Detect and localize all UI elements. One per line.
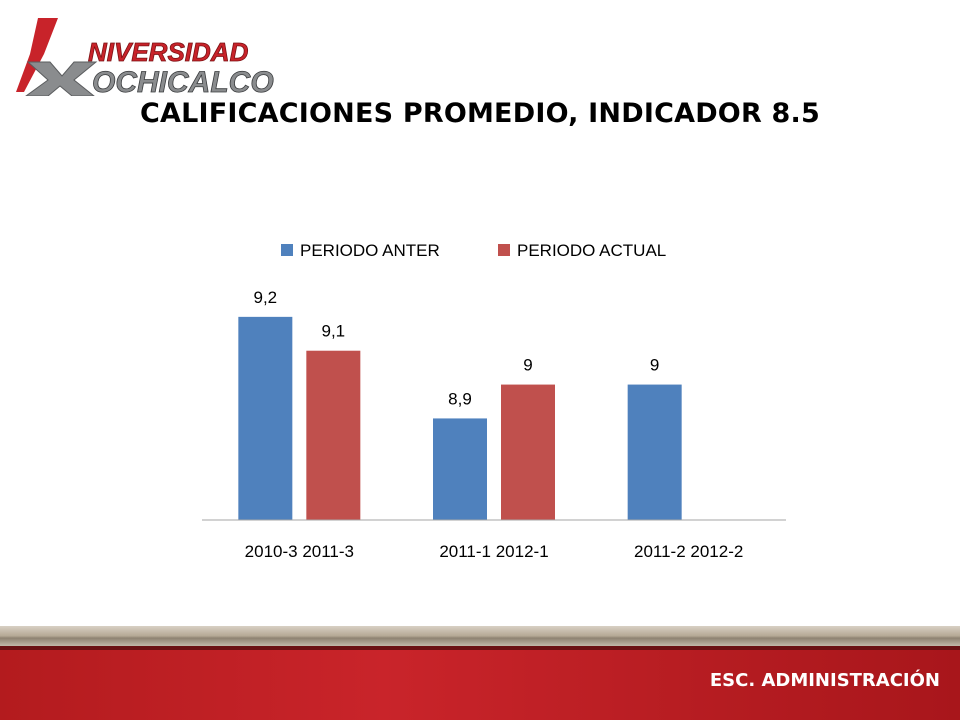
footer-band xyxy=(0,626,960,648)
data-label-2-1: 9,1 xyxy=(322,322,346,341)
x-tick-label-3: 2011-2 2012-2 xyxy=(634,542,743,561)
logo-swoosh-red xyxy=(16,18,58,92)
logo-x-gray xyxy=(25,61,98,96)
data-label-1-3: 9 xyxy=(650,356,659,375)
data-label-1-1: 9,2 xyxy=(254,288,278,307)
legend-swatch-1 xyxy=(281,244,293,256)
data-label-1-2: 8,9 xyxy=(448,389,472,408)
universidad-xochicalco-logo: NIVERSIDAD OCHICALCO xyxy=(16,18,274,96)
x-tick-label-2: 2011-1 2012-1 xyxy=(439,542,548,561)
logo-line1: NIVERSIDAD xyxy=(88,37,249,67)
footer-divider xyxy=(0,646,960,650)
bar-1-1 xyxy=(238,316,293,520)
x-tick-label-1: 2010-3 2011-3 xyxy=(245,542,354,561)
bar-chart: PERIODO ANTER PERIODO ACTUAL 9,29,18,99 9 … xyxy=(202,241,786,561)
legend-label-2: PERIODO ACTUAL xyxy=(517,241,666,260)
bar-1-2 xyxy=(433,418,487,520)
footer-label: ESC. ADMINISTRACIÓN xyxy=(709,670,940,691)
footer-bar xyxy=(0,650,960,720)
data-label-2-2: 9 xyxy=(523,356,532,375)
legend-label-1: PERIODO ANTER xyxy=(300,241,440,260)
chart-legend: PERIODO ANTER PERIODO ACTUAL xyxy=(281,241,666,260)
legend-swatch-2 xyxy=(498,244,510,256)
chart-bars: 9,2 9,1 8,9 9 9 xyxy=(238,288,682,520)
bar-1-3 xyxy=(627,384,682,520)
bar-2-2 xyxy=(501,384,555,520)
bar-2-1 xyxy=(306,350,361,520)
x-axis-labels: 2010-3 2011-3 2011-1 2012-1 2011-2 2012-2 xyxy=(245,542,744,561)
page-title: CALIFICACIONES PROMEDIO, INDICADOR 8.5 xyxy=(140,98,820,129)
logo-line2: OCHICALCO xyxy=(92,66,274,96)
